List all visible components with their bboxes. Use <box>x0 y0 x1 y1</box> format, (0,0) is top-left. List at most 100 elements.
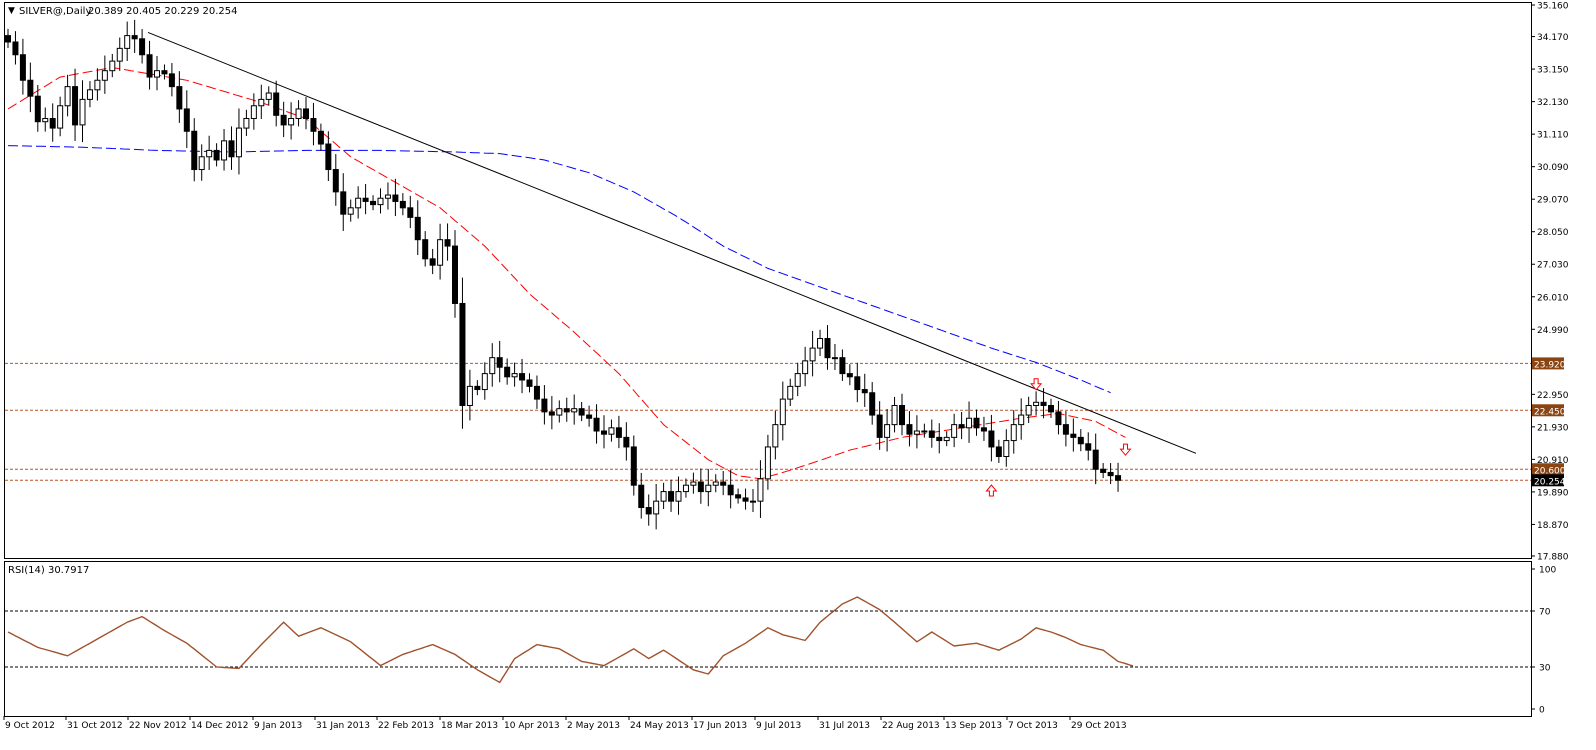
trendline-layer <box>147 31 1197 454</box>
rsi-tick-label: 30 <box>1539 664 1551 674</box>
candle-body <box>444 239 451 247</box>
rsi-tick-label: 70 <box>1539 608 1551 618</box>
candle-body <box>57 105 64 129</box>
candle-body <box>988 430 995 448</box>
candle-body <box>161 70 168 75</box>
date-tick-label: 17 Jun 2013 <box>693 721 747 731</box>
candle-body <box>250 105 257 120</box>
candle-body <box>846 373 853 378</box>
candle-body <box>131 35 138 40</box>
date-tick-label: 22 Nov 2012 <box>129 721 187 731</box>
price-tick-label: 24.990 <box>1537 326 1569 336</box>
current-price-label: 20.254 <box>1534 477 1566 487</box>
candle-body <box>899 404 905 426</box>
candle-body <box>750 500 756 503</box>
candle-body <box>79 98 86 126</box>
price-tick-label: 22.950 <box>1537 391 1569 401</box>
candle-body <box>869 392 876 416</box>
candle-body <box>682 484 689 493</box>
candle-body <box>86 89 93 100</box>
date-axis: 9 Oct 2012 31 Oct 2012 22 Nov 2012 14 Dec 2… <box>3 716 1127 731</box>
candle-body <box>221 140 228 161</box>
candle-body <box>779 398 786 426</box>
candle-body <box>317 130 324 145</box>
candle-body <box>615 427 622 438</box>
candle-body <box>295 108 302 120</box>
candle-body <box>690 481 697 486</box>
candle-body <box>49 118 56 129</box>
candle-body <box>876 414 883 438</box>
candle-body <box>489 357 496 375</box>
date-tick-label: 29 Oct 2013 <box>1071 721 1127 731</box>
candle-body <box>958 424 965 429</box>
candle-body <box>809 347 816 362</box>
candle-body <box>966 417 973 429</box>
price-tick-label: 33.150 <box>1537 66 1569 76</box>
candle-body <box>399 200 406 209</box>
candle-body <box>273 92 280 116</box>
candle-body <box>258 98 265 107</box>
ohlc-readout: 20.389 20.405 20.229 20.254 <box>88 6 238 17</box>
rsi-panel <box>4 561 1532 717</box>
candle-body <box>593 417 600 432</box>
rsi-layer <box>5 596 1531 684</box>
candle-body <box>623 436 630 448</box>
candle-body <box>1070 433 1077 438</box>
candle-body <box>116 47 123 62</box>
candle-body <box>5 35 11 43</box>
candle-body <box>332 169 339 193</box>
chart-dropdown-icon[interactable]: ▼ <box>8 6 15 16</box>
candle-body <box>72 86 79 126</box>
candle-body <box>288 118 295 126</box>
candle-body <box>817 338 824 349</box>
candle-body <box>1077 436 1084 445</box>
candle-body <box>496 357 503 368</box>
candle-body <box>802 360 809 375</box>
candle-body <box>601 430 607 435</box>
candle-body <box>459 302 466 406</box>
candle-body <box>228 140 235 158</box>
rsi-label: RSI(14) 30.7917 <box>8 565 89 576</box>
candle-body <box>936 436 943 442</box>
candle-body <box>519 373 526 381</box>
candle-body <box>831 357 838 360</box>
candle-body <box>720 481 727 486</box>
candle-body <box>384 194 391 199</box>
date-tick-label: 31 Jan 2013 <box>316 721 370 731</box>
price-tick-label: 31.110 <box>1537 131 1569 141</box>
candle-body <box>1003 440 1010 458</box>
date-tick-label: 7 Oct 2013 <box>1008 721 1058 731</box>
candle-body <box>213 149 220 161</box>
candle-body <box>943 436 950 442</box>
candle-body <box>608 427 615 435</box>
candle-body <box>712 481 719 486</box>
candle-body <box>541 398 548 413</box>
candle-body <box>504 366 511 378</box>
candle-body <box>757 478 764 502</box>
candle-body <box>355 197 362 209</box>
candle-body <box>526 379 533 387</box>
price-tick-label: 35.160 <box>1537 2 1569 12</box>
candle-body <box>474 385 481 391</box>
candle-body <box>1107 471 1114 477</box>
candle-body <box>154 70 160 78</box>
candle-body <box>973 417 980 429</box>
arrow-down-icon <box>1119 443 1132 456</box>
candle-body <box>556 408 563 416</box>
candle-body <box>347 207 354 215</box>
candle-body <box>638 484 645 509</box>
candle-body <box>198 156 205 171</box>
candle-body <box>861 389 868 394</box>
candle-body <box>303 108 309 120</box>
price-tick-label: 20.910 <box>1537 456 1569 466</box>
price-tick-label: 29.070 <box>1537 196 1569 206</box>
candle-body <box>94 79 101 91</box>
candle-body <box>414 216 421 241</box>
candle-body <box>951 424 958 438</box>
candle-body <box>325 143 332 171</box>
candle-body <box>243 118 250 129</box>
candle-body <box>854 376 861 391</box>
candle-body <box>191 130 198 171</box>
date-tick-label: 22 Aug 2013 <box>882 721 940 731</box>
